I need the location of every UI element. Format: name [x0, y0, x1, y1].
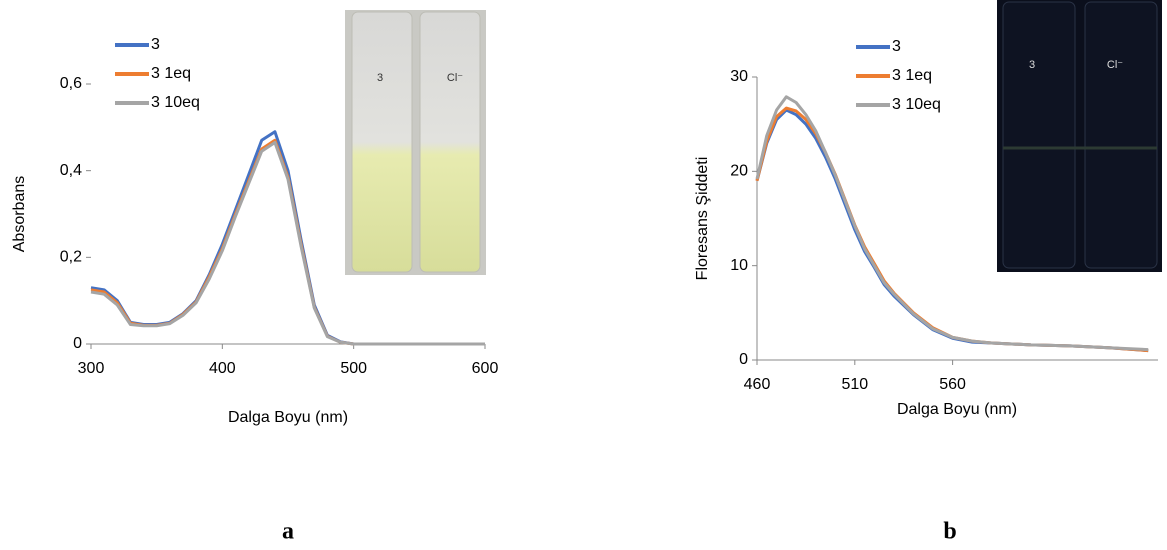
y-axis-label: Absorbans	[11, 176, 28, 253]
x-tick-label: 600	[472, 360, 499, 377]
legend-label: 3 1eq	[892, 67, 932, 84]
legend-label: 3 10eq	[892, 96, 941, 113]
y-tick-label: 0,6	[60, 75, 82, 92]
y-axis-label: Floresans Şiddeti	[694, 157, 711, 281]
x-tick-label: 460	[744, 376, 771, 393]
x-tick-label: 300	[78, 360, 105, 377]
series-line	[90, 141, 485, 346]
y-tick-label: 0,4	[60, 162, 82, 179]
photo-label: 3	[377, 72, 383, 84]
x-tick-label: 510	[841, 376, 868, 393]
y-tick-label: 0	[739, 351, 748, 368]
y-tick-label: 0,2	[60, 249, 82, 266]
legend-label: 3	[892, 38, 901, 55]
panel-label: b	[943, 519, 956, 545]
photo-a	[345, 10, 486, 275]
x-tick-label: 400	[209, 360, 236, 377]
y-tick-label: 30	[730, 68, 748, 85]
x-axis-label: Dalga Boyu (nm)	[897, 401, 1017, 418]
x-tick-label: 500	[340, 360, 367, 377]
legend-label: 3 1eq	[151, 65, 191, 82]
photo-label: 3	[1029, 59, 1035, 71]
y-tick-label: 20	[730, 163, 748, 180]
series-line	[755, 95, 1149, 352]
panel-label: a	[282, 519, 294, 545]
photo-b	[997, 0, 1162, 272]
legend-label: 3	[151, 36, 160, 53]
y-tick-label: 10	[730, 257, 748, 274]
x-tick-label: 560	[939, 376, 966, 393]
photo-label: Cl⁻	[447, 72, 463, 84]
y-tick-label: 0	[73, 335, 82, 352]
legend-label: 3 10eq	[151, 94, 200, 111]
photo-label: Cl⁻	[1107, 59, 1123, 71]
x-axis-label: Dalga Boyu (nm)	[228, 409, 348, 426]
